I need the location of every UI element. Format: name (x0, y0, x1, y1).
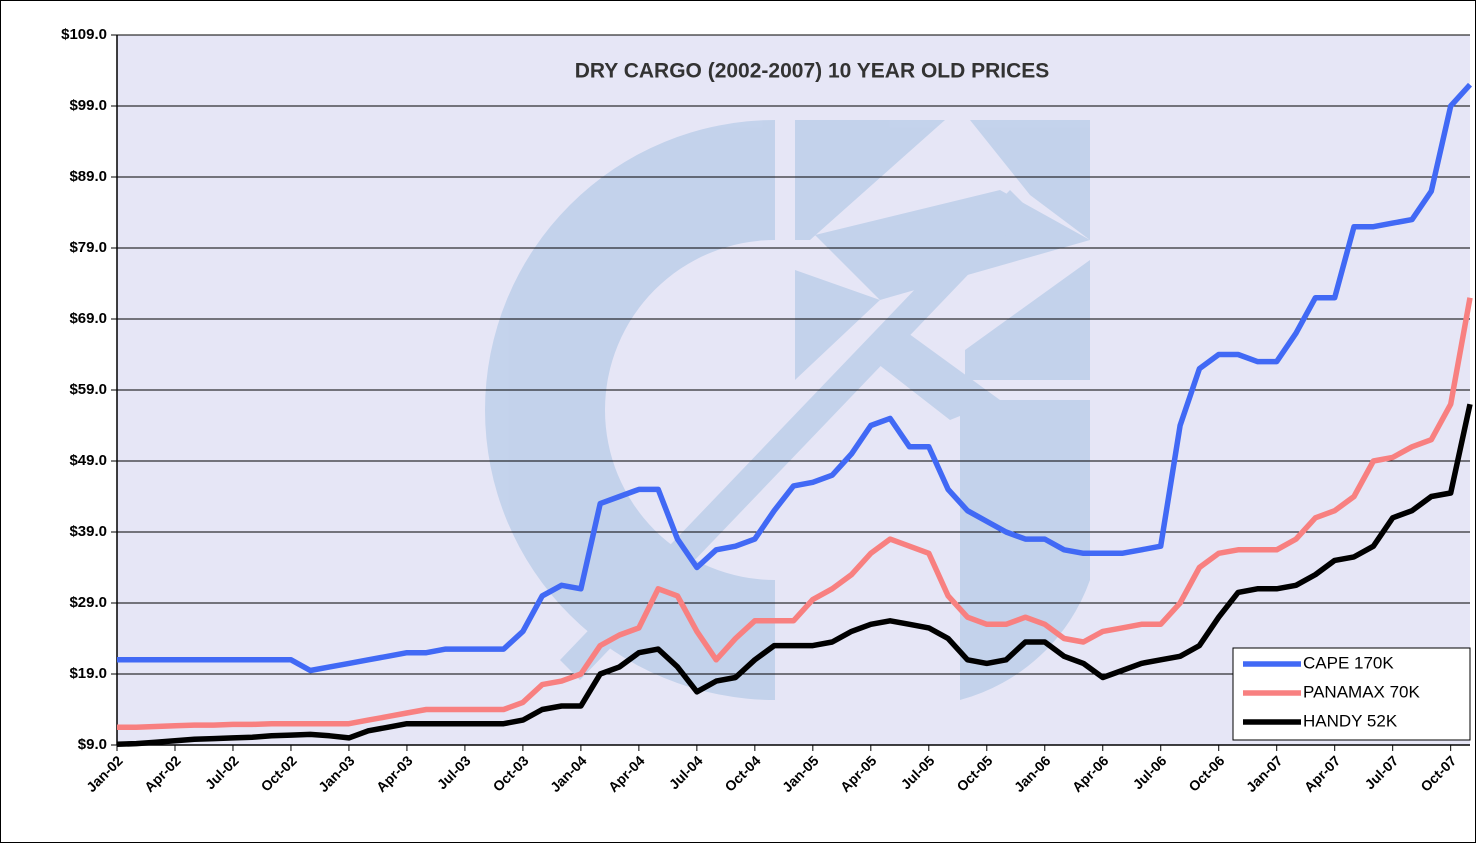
chart-title: DRY CARGO (2002-2007) 10 YEAR OLD PRICES (575, 60, 1050, 83)
y-tick-label: $9.0 (78, 736, 107, 753)
legend-label: CAPE 170K (1303, 653, 1394, 672)
y-tick-label: $39.0 (69, 523, 107, 540)
y-tick-label: $19.0 (69, 665, 107, 682)
y-tick-label: $49.0 (69, 452, 107, 469)
watermark-stroke (560, 190, 1030, 680)
y-tick-label: $79.0 (69, 239, 107, 256)
y-tick-label: $59.0 (69, 381, 107, 398)
watermark (485, 120, 1090, 700)
y-tick-label: $109.0 (61, 26, 107, 43)
y-tick-label: $99.0 (69, 97, 107, 114)
y-tick-label: $69.0 (69, 310, 107, 327)
series-line (117, 82, 1473, 674)
legend-label: PANAMAX 70K (1303, 682, 1421, 701)
watermark-arc (485, 120, 775, 700)
series-line (116, 403, 1473, 748)
series-line (117, 297, 1473, 731)
y-tick-label: $89.0 (69, 168, 107, 185)
y-tick-label: $29.0 (69, 594, 107, 611)
legend-label: HANDY 52K (1303, 711, 1398, 730)
